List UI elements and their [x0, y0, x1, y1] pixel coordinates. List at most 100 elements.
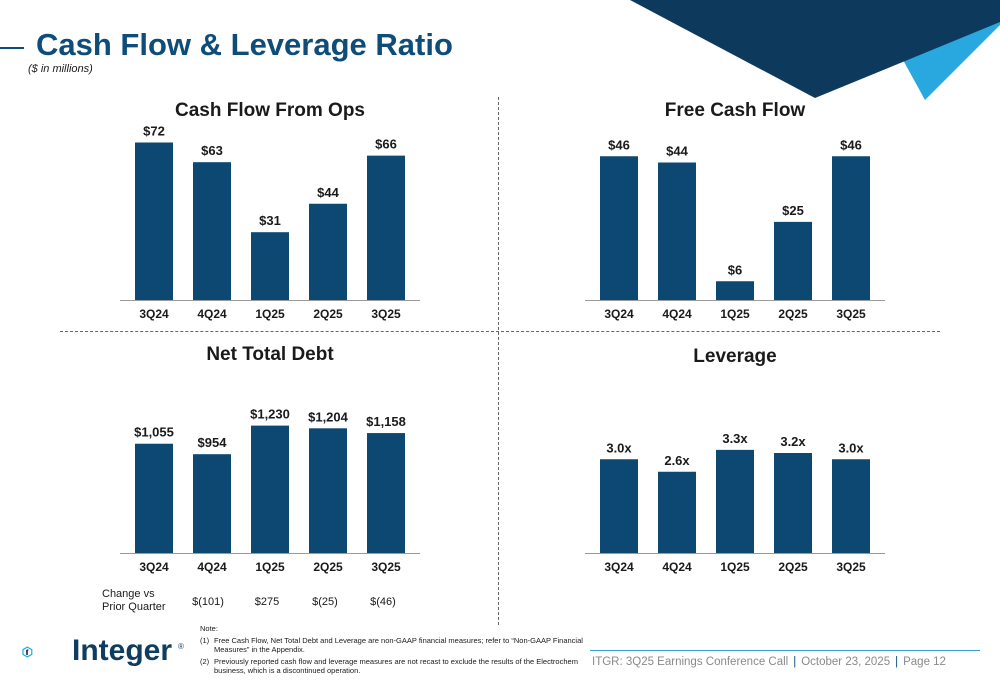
data-label: $46	[840, 137, 862, 152]
bar	[600, 459, 638, 553]
chart-title: Cash Flow From Ops	[174, 100, 366, 121]
x-tick-label: 3Q25	[836, 307, 866, 321]
data-label: $66	[375, 137, 397, 152]
x-tick-label: 1Q25	[255, 307, 285, 321]
data-label: $6	[728, 262, 742, 277]
footnotes: Note: (1) Free Cash Flow, Net Total Debt …	[200, 624, 590, 678]
note-number: (1)	[200, 636, 210, 645]
x-tick-label: 3Q24	[139, 307, 169, 321]
data-label: $46	[608, 137, 630, 152]
note-item: (1) Free Cash Flow, Net Total Debt and Le…	[200, 636, 590, 654]
chart-svg: $1,055 3Q24 $954 4Q24 $1,230 1Q25 $1,204 2Q25 $1…	[120, 407, 420, 574]
logo-text: Integer	[72, 634, 173, 667]
x-tick-label: 4Q24	[197, 307, 227, 321]
x-tick-label: 2Q25	[778, 560, 808, 574]
bar	[774, 453, 812, 553]
change-label-line1: Change vs	[102, 588, 155, 600]
corner-decoration	[630, 0, 1000, 100]
x-tick-label: 3Q25	[371, 307, 401, 321]
note-item: (2) Previously reported cash flow and lev…	[200, 657, 590, 675]
change-value: $(25)	[312, 596, 338, 608]
note-text: Previously reported cash flow and levera…	[214, 657, 578, 675]
x-tick-label: 1Q25	[255, 560, 285, 574]
change-value: $(101)	[192, 596, 224, 608]
x-tick-label: 2Q25	[313, 307, 343, 321]
data-label: $25	[782, 203, 804, 218]
data-label: 3.0x	[838, 440, 864, 455]
bar	[309, 203, 347, 300]
data-label: $1,204	[308, 409, 349, 424]
horizontal-divider	[60, 331, 940, 332]
x-tick-label: 3Q24	[139, 560, 169, 574]
x-tick-label: 4Q24	[197, 560, 227, 574]
data-label: $44	[666, 144, 688, 159]
bar	[193, 162, 231, 300]
x-tick-label: 3Q25	[836, 560, 866, 574]
footer-date: October 23, 2025	[801, 656, 891, 668]
chart-cash-flow-from-ops: Cash Flow From Ops $72 3Q24 $63 4Q24 $31 1Q25…	[120, 98, 420, 330]
data-label: $63	[201, 143, 223, 158]
bar	[193, 454, 231, 553]
bar	[135, 142, 173, 300]
x-tick-label: 4Q24	[662, 307, 692, 321]
footer-separator: |	[793, 656, 797, 668]
bar	[774, 221, 812, 300]
data-label: $72	[143, 124, 165, 139]
chart-net-total-debt: Net Total Debt $1,055 3Q24 $954 4Q24 $1,230 1…	[120, 342, 420, 582]
footer-page: Page 12	[903, 656, 946, 668]
x-tick-label: 1Q25	[720, 560, 750, 574]
change-label-line2: Prior Quarter	[102, 601, 166, 613]
x-tick-label: 2Q25	[778, 307, 808, 321]
chart-free-cash-flow: Free Cash Flow $46 3Q24 $44 4Q24 $6 1Q25 $25 2Q…	[585, 98, 885, 330]
bar	[716, 281, 754, 300]
footer-rule	[590, 650, 980, 651]
data-label: $954	[198, 435, 228, 450]
note-number: (2)	[200, 657, 210, 666]
change-value: $275	[254, 596, 280, 608]
change-value: $(46)	[370, 596, 396, 608]
change-vs-prior-label: Change vs Prior Quarter	[102, 588, 182, 614]
logo-registered-mark: ®	[178, 642, 184, 651]
chart-svg: $72 3Q24 $63 4Q24 $31 1Q25 $44 2Q25 $66 3Q25	[120, 124, 420, 321]
data-label: $1,158	[366, 414, 406, 429]
x-tick-label: 4Q24	[662, 560, 692, 574]
note-heading: Note:	[200, 624, 218, 633]
data-label: $1,055	[134, 425, 174, 440]
footer-event: ITGR: 3Q25 Earnings Conference Call	[592, 656, 789, 668]
x-tick-label: 3Q24	[604, 560, 634, 574]
bar	[135, 443, 173, 553]
data-label: $44	[317, 185, 339, 200]
note-text: Free Cash Flow, Net Total Debt and Lever…	[214, 636, 583, 654]
bar	[832, 156, 870, 300]
chart-svg: 3.0x 3Q24 2.6x 4Q24 3.3x 1Q25 3.2x 2Q25 3.0x 3Q25	[585, 431, 885, 574]
x-tick-label: 1Q25	[720, 307, 750, 321]
bar	[251, 425, 289, 553]
integer-logo-icon	[22, 646, 33, 658]
x-tick-label: 3Q24	[604, 307, 634, 321]
bar	[658, 471, 696, 553]
x-tick-label: 2Q25	[313, 560, 343, 574]
chart-title: Leverage	[693, 346, 777, 367]
bar	[658, 162, 696, 300]
title-rule	[0, 47, 24, 49]
footer: ITGR: 3Q25 Earnings Conference Call | Octo…	[592, 656, 946, 668]
data-label: 2.6x	[664, 453, 690, 468]
data-label: 3.2x	[780, 434, 806, 449]
x-tick-label: 3Q25	[371, 560, 401, 574]
data-label: $31	[259, 213, 281, 228]
data-label: $1,230	[250, 407, 290, 422]
chart-title: Free Cash Flow	[664, 100, 806, 121]
vertical-divider	[498, 97, 499, 625]
data-label: 3.0x	[606, 440, 632, 455]
data-label: 3.3x	[722, 431, 748, 446]
bar	[600, 156, 638, 300]
bar	[832, 459, 870, 553]
bar	[251, 232, 289, 300]
bar	[367, 155, 405, 300]
bar	[716, 449, 754, 553]
bar	[309, 428, 347, 553]
page-subtitle: ($ in millions)	[28, 63, 93, 75]
footer-separator: |	[895, 656, 899, 668]
chart-title: Net Total Debt	[206, 344, 334, 365]
bar	[367, 433, 405, 553]
